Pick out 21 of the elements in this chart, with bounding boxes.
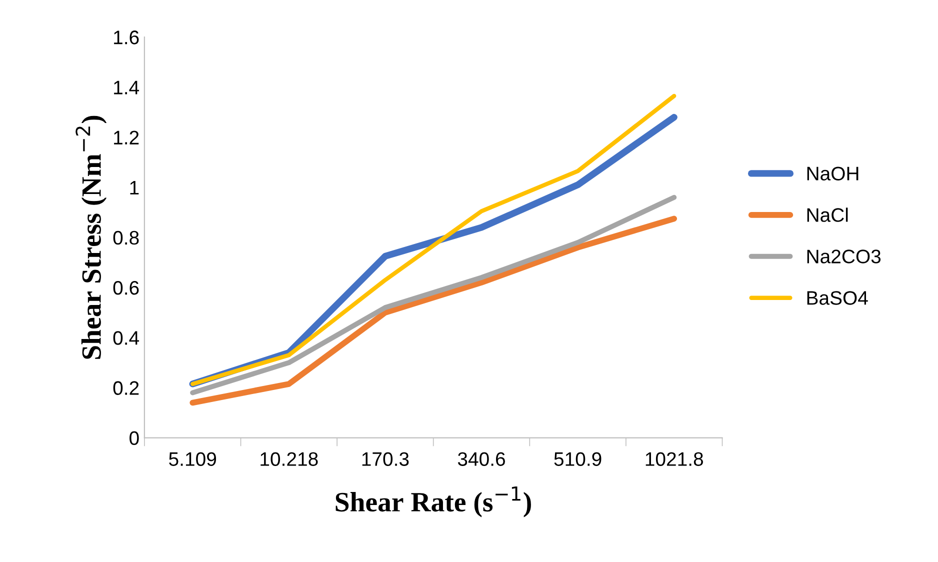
y-tick-label: 1.6: [114, 30, 139, 44]
y-tick-label: 1.4: [114, 80, 140, 94]
x-tick-label: 10.218: [260, 452, 318, 466]
legend-label: Na2CO3: [807, 250, 881, 264]
y-tick-label: 0.6: [113, 281, 139, 295]
y-tick-label: 0.2: [113, 381, 139, 395]
y-tick-label: 0.4: [113, 331, 140, 345]
x-tick-label: 340.6: [458, 452, 505, 466]
legend-label: BaSO4: [807, 291, 868, 305]
y-tick-label: 0: [130, 431, 139, 446]
x-tick-label: 510.9: [554, 452, 602, 466]
y-tick-label: 1: [130, 181, 139, 194]
legend-label: NaCl: [807, 208, 848, 222]
x-axis-title: Shear Rate (s$^{−1}$): [336, 486, 531, 518]
y-tick-label: 1.2: [114, 130, 139, 144]
legend-label: NaOH: [807, 166, 858, 180]
x-tick-label: 170.3: [362, 452, 409, 466]
x-tick-label: 5.109: [169, 452, 216, 466]
y-axis-title: Shear Stress (Nm$^{−2}$): [76, 116, 107, 359]
x-tick-label: 1021.8: [646, 452, 704, 466]
y-tick-label: 0.8: [113, 230, 139, 245]
